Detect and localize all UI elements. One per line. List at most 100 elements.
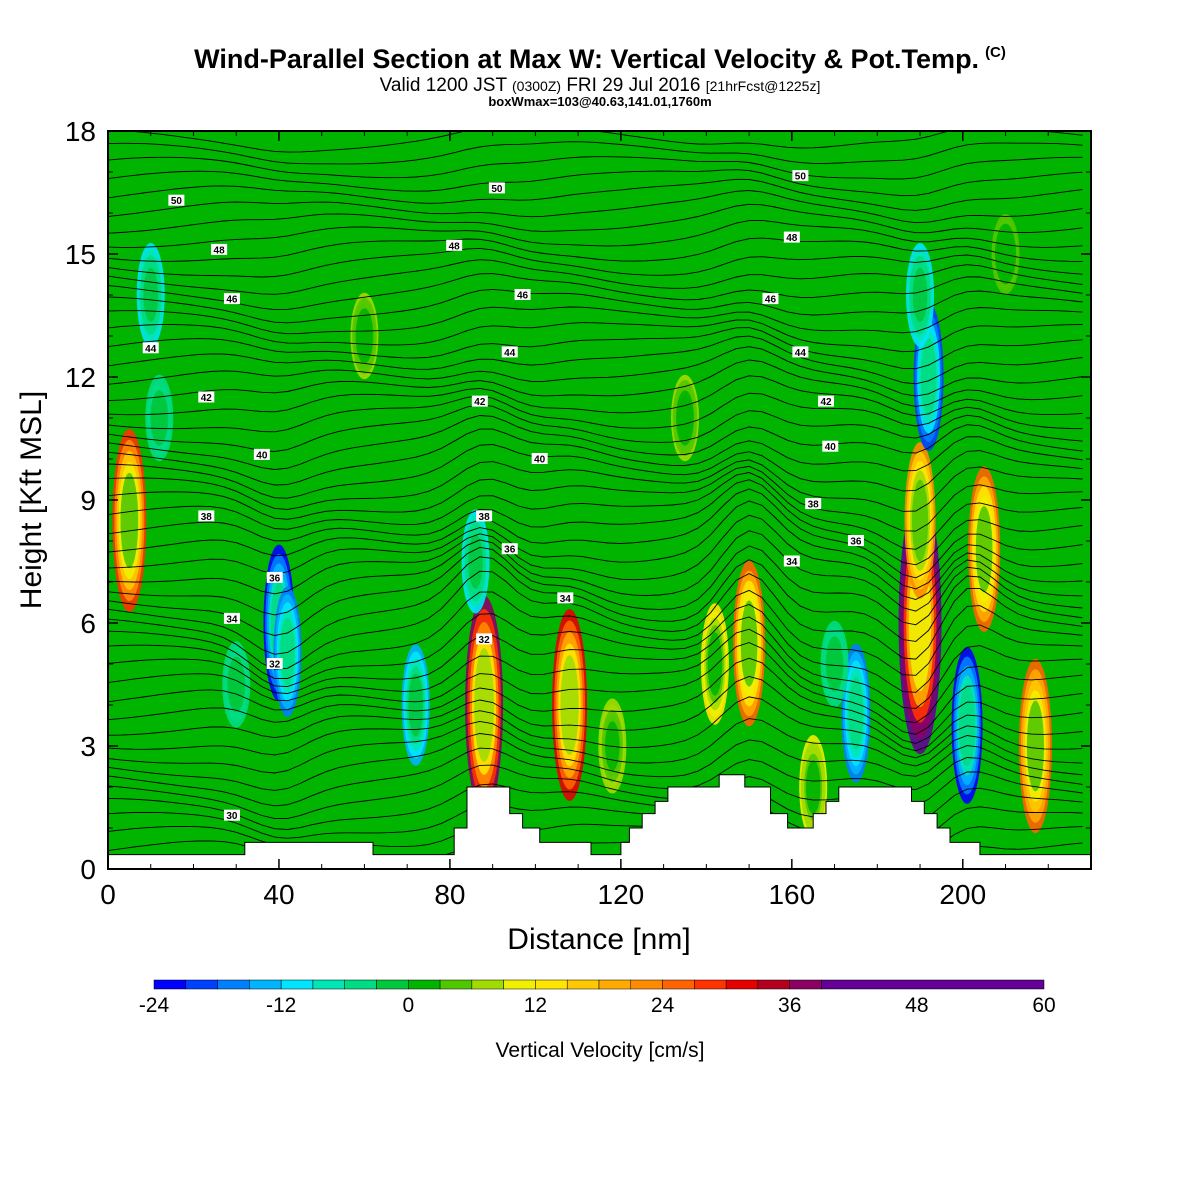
theta-contour-38 <box>108 306 1083 335</box>
theta-contour-30 <box>108 404 1083 452</box>
theta-contour-44 <box>108 219 1083 248</box>
theta-contour-9 <box>108 676 1083 752</box>
contour-label-25: 48 <box>446 239 463 252</box>
velocity-cell-5 <box>228 662 244 707</box>
contour-label-21: 46 <box>223 293 240 306</box>
contour-label-bg-12 <box>253 448 270 460</box>
theta-contour-18 <box>108 545 1083 636</box>
subtitle-valid: Valid 1200 JST <box>379 75 507 96</box>
contour-label-bg-0 <box>223 809 240 821</box>
theta-contour-34 <box>108 346 1083 397</box>
subtitle-forecast: [21hrFcst@1225z] <box>705 78 821 94</box>
x-tick-label-3: 120 <box>598 879 645 910</box>
contour-label-bg-10 <box>476 510 493 522</box>
theta-contour-20 <box>108 514 1083 600</box>
contour-label-text-14: 40 <box>825 442 837 453</box>
theta-contour-51 <box>121 131 1083 153</box>
y-tick-label-1: 3 <box>80 731 96 762</box>
colorbar-swatch-12 <box>535 979 568 990</box>
contour-label-1: 32 <box>266 658 283 671</box>
theta-contour-23 <box>108 479 1083 566</box>
contour-label-text-5: 34 <box>786 557 798 568</box>
contour-label-text-17: 42 <box>820 397 832 408</box>
terrain-mask <box>108 774 1091 869</box>
colorbar-swatch-15 <box>630 979 663 990</box>
contour-label-bg-14 <box>822 440 839 452</box>
y-tick-label-5: 15 <box>65 239 96 270</box>
theta-contour-50 <box>108 141 1083 165</box>
colorbar-tick-label-3: 12 <box>524 994 547 1017</box>
theta-contour-22 <box>108 488 1083 579</box>
theta-contour-41 <box>108 259 1083 295</box>
contour-label-bg-4 <box>557 592 574 604</box>
x-tick-label-4: 160 <box>768 879 815 910</box>
contour-label-bg-11 <box>805 498 822 510</box>
velocity-cell-12 <box>740 600 758 687</box>
theta-contour-27 <box>108 444 1083 499</box>
colorbar-tick-label-7: 60 <box>1032 994 1055 1017</box>
contour-label-28: 50 <box>488 182 505 195</box>
contour-label-17: 42 <box>818 395 835 408</box>
colorbar-swatch-5 <box>312 979 345 990</box>
colorbar-swatch-1 <box>185 979 218 990</box>
contour-label-text-11: 38 <box>808 500 820 511</box>
colorbar-swatch-11 <box>503 979 536 990</box>
contour-label-19: 44 <box>501 346 518 359</box>
contour-label-4: 34 <box>557 592 574 605</box>
colorbar-swatch-9 <box>439 979 473 990</box>
contour-label-text-20: 44 <box>795 348 807 359</box>
contour-label-23: 46 <box>762 293 779 306</box>
theta-contour-42 <box>108 247 1083 278</box>
contour-label-12: 40 <box>253 448 270 461</box>
contour-label-bg-13 <box>531 453 548 464</box>
theta-contour-6 <box>108 733 1083 791</box>
subtitle-date: FRI 29 Jul 2016 <box>566 75 701 96</box>
colorbar-swatch-21 <box>821 979 1045 990</box>
chart-title-text: Wind-Parallel Section at Max W: Vertical… <box>194 44 980 74</box>
contour-label-bg-1 <box>266 658 283 669</box>
theta-contour-26 <box>108 459 1083 512</box>
contour-label-bg-25 <box>446 239 463 251</box>
contour-label-29: 50 <box>792 170 809 183</box>
velocity-cell-14 <box>827 641 842 687</box>
velocity-cell-22 <box>805 759 821 815</box>
contour-label-10: 38 <box>476 510 493 523</box>
contour-label-bg-5 <box>783 555 800 567</box>
contour-label-text-25: 48 <box>449 241 461 252</box>
theta-contour-11 <box>108 642 1083 735</box>
contour-label-bg-19 <box>501 346 518 358</box>
y-tick-label-3: 9 <box>80 485 96 516</box>
contour-label-27: 50 <box>168 194 185 207</box>
contour-label-20: 44 <box>792 346 809 359</box>
contour-label-text-4: 34 <box>560 594 572 605</box>
contour-label-text-2: 32 <box>479 635 491 646</box>
velocity-cell-23 <box>357 313 372 359</box>
velocity-cell-24 <box>677 395 693 441</box>
velocity-cell-11 <box>707 632 723 696</box>
theta-contour-7 <box>108 718 1083 774</box>
colorbar-swatch-3 <box>249 979 282 990</box>
contour-label-bg-23 <box>762 293 779 305</box>
colorbar: -24 -12 0 12 24 36 48 60 <box>139 979 1056 1017</box>
colorbar-title: Vertical Velocity [cm/s] <box>496 1039 705 1062</box>
contour-label-text-9: 38 <box>201 512 213 523</box>
contour-label-6: 36 <box>266 571 283 584</box>
chart-title: Wind-Parallel Section at Max W: Vertical… <box>0 44 1200 75</box>
theta-contour-36 <box>108 327 1083 370</box>
y-axis-title: Height [Kft MSL] <box>15 391 48 609</box>
theta-contour-8 <box>108 696 1083 759</box>
theta-contour-14 <box>108 604 1083 693</box>
colorbar-swatch-19 <box>757 979 790 990</box>
colorbar-tick-label-1: -12 <box>266 994 296 1017</box>
colorbar-tick-label-2: 0 <box>402 994 414 1017</box>
colorbar-swatch-7 <box>376 979 409 990</box>
contour-label-24: 48 <box>211 243 228 256</box>
contour-label-13: 40 <box>531 453 548 466</box>
velocity-cell-6 <box>408 673 424 737</box>
chart-subtitle: Valid 1200 JST (0300Z) FRI 29 Jul 2016 [… <box>0 75 1200 97</box>
colorbar-swatch-4 <box>280 979 314 990</box>
y-tick-label-2: 6 <box>80 608 96 639</box>
contour-label-text-3: 34 <box>226 614 238 625</box>
contour-label-text-7: 36 <box>504 545 516 556</box>
